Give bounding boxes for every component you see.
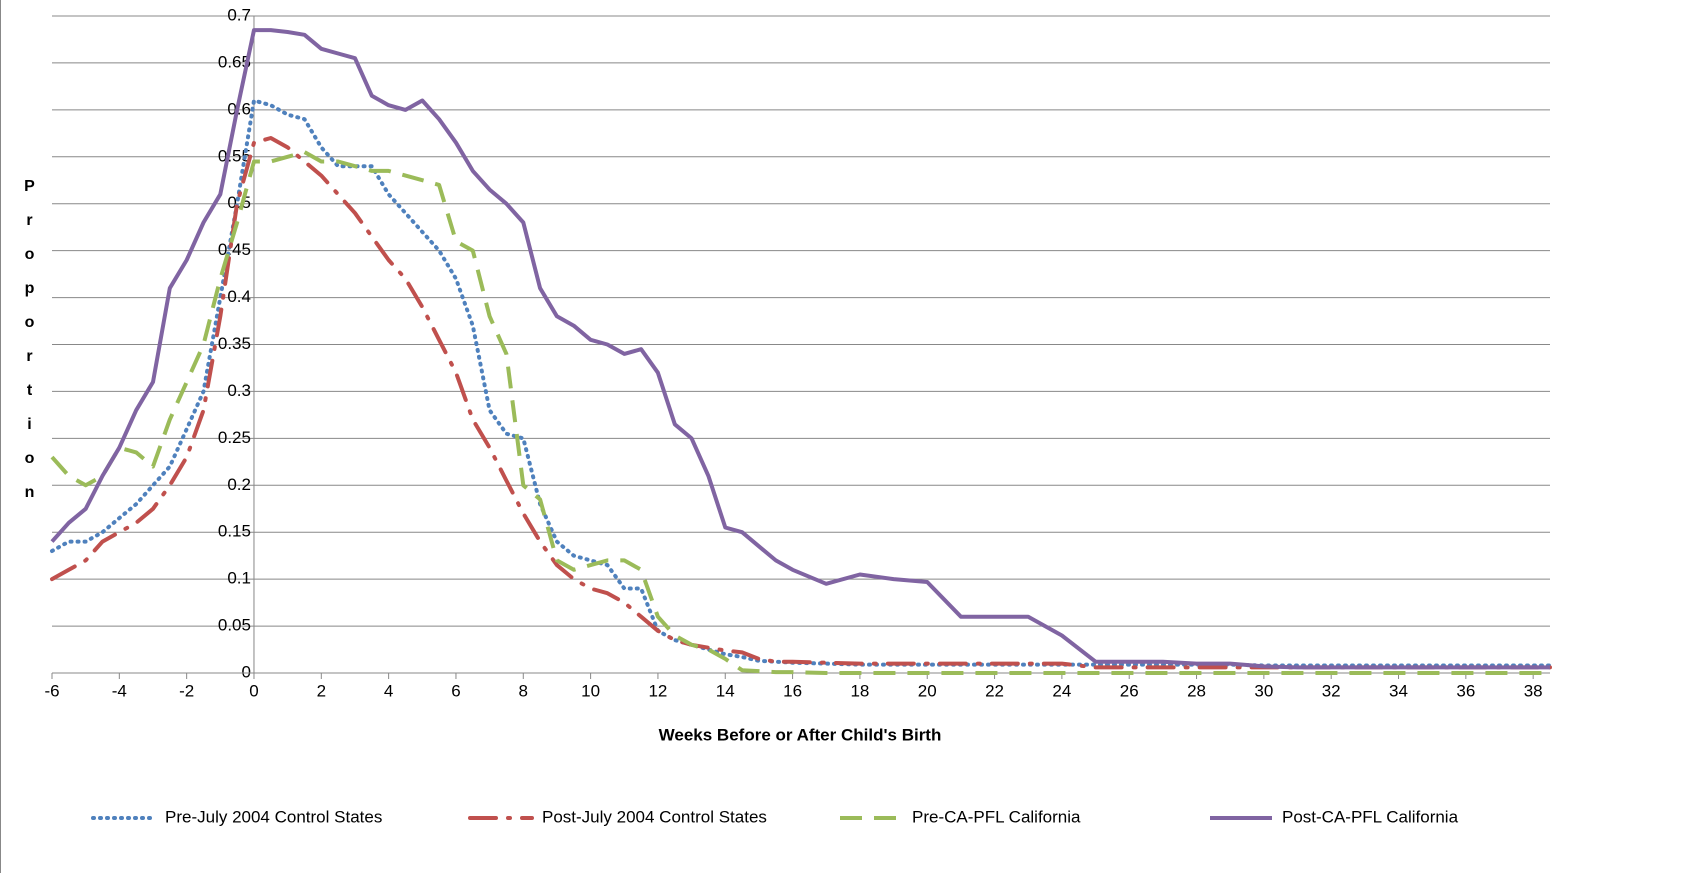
y-tick-label: 0.45 [218,240,251,259]
x-tick-label: 28 [1187,681,1206,700]
x-tick-label: 4 [384,681,393,700]
series-line [50,98,1552,668]
series-line [50,28,1550,670]
x-tick-label: 20 [918,681,937,700]
x-tick-label: 36 [1456,681,1475,700]
legend-label: Pre-CA-PFL California [912,807,1081,826]
y-tick-label: 0.65 [218,52,251,71]
x-tick-label: 22 [985,681,1004,700]
legend-label: Post-CA-PFL California [1282,807,1459,826]
y-axis-title: Proportion [21,178,38,518]
x-tick-label: 32 [1322,681,1341,700]
x-tick-label: 16 [783,681,802,700]
x-tick-label: -2 [179,681,194,700]
x-tick-label: -4 [112,681,127,700]
x-tick-label: 24 [1052,681,1071,700]
x-tick-label: 38 [1524,681,1543,700]
y-tick-label: 0.1 [227,569,251,588]
series-line [50,150,1550,675]
x-tick-label: 14 [716,681,735,700]
x-tick-label: 2 [317,681,326,700]
x-tick-label: 6 [451,681,460,700]
y-tick-label: 0.4 [227,287,251,306]
y-tick-label: 0.25 [218,428,251,447]
x-tick-label: -6 [44,681,59,700]
y-tick-label: 0.7 [227,5,251,24]
y-tick-label: 0.05 [218,616,251,635]
x-tick-label: 26 [1120,681,1139,700]
x-tick-label: 34 [1389,681,1408,700]
x-tick-label: 8 [519,681,528,700]
x-tick-label: 10 [581,681,600,700]
y-tick-label: 0 [242,662,251,681]
x-tick-label: 0 [249,681,258,700]
y-tick-label: 0.15 [218,522,251,541]
x-axis-title: Weeks Before or After Child's Birth [659,725,942,744]
x-tick-label: 30 [1254,681,1273,700]
series-line [50,136,1552,670]
legend-label: Pre-July 2004 Control States [165,807,382,826]
y-tick-label: 0.35 [218,334,251,353]
y-tick-label: 0.3 [227,381,251,400]
legend-label: Post-July 2004 Control States [542,807,767,826]
x-tick-label: 18 [850,681,869,700]
y-tick-label: 0.2 [227,475,251,494]
x-tick-label: 12 [648,681,667,700]
